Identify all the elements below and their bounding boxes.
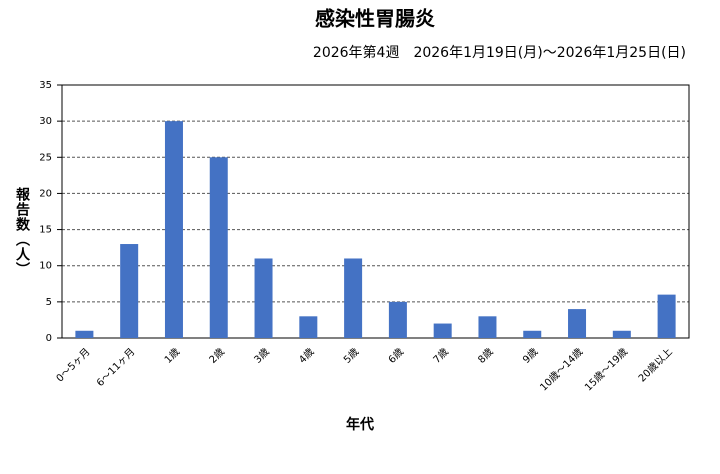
x-tick-label: 6～11ヶ月 <box>94 346 137 389</box>
bar <box>209 157 228 338</box>
bar <box>612 330 631 338</box>
y-tick-label: 15 <box>39 225 52 236</box>
x-tick-label: 6歳 <box>386 346 406 366</box>
chart-subtitle: 2026年第4週 2026年1月19日(月)～2026年1月25日(日) <box>313 44 686 61</box>
bar <box>254 258 273 338</box>
bar <box>120 244 139 338</box>
bar <box>657 294 676 338</box>
x-tick-label: 20歳以上 <box>636 346 675 385</box>
x-tick-label: 3歳 <box>252 346 272 366</box>
y-tick-label: 30 <box>39 116 52 127</box>
y-tick-label: 25 <box>39 152 52 163</box>
y-tick-label: 20 <box>39 188 52 199</box>
bar <box>164 121 183 339</box>
x-tick-label: 4歳 <box>296 346 316 366</box>
bar <box>523 330 542 338</box>
chart-title: 感染性胃腸炎 <box>315 7 435 31</box>
x-tick-label: 5歳 <box>341 346 361 366</box>
y-tick-label: 0 <box>46 333 52 344</box>
bar <box>299 316 318 338</box>
x-tick-label: 10歳～14歳 <box>538 346 586 394</box>
y-tick-label: 10 <box>39 261 52 272</box>
bar <box>568 309 587 338</box>
bar <box>344 258 363 338</box>
bar <box>75 330 94 338</box>
x-tick-label: 15歳～19歳 <box>582 346 630 394</box>
x-tick-label: 8歳 <box>476 346 496 366</box>
x-tick-label: 2歳 <box>207 346 227 366</box>
x-axis-label: 年代 <box>346 416 374 433</box>
x-tick-label: 7歳 <box>431 346 451 366</box>
x-tick-label: 9歳 <box>520 346 540 366</box>
bar <box>433 323 452 338</box>
y-tick-label: 5 <box>46 297 52 308</box>
bar <box>478 316 497 338</box>
bar <box>388 301 407 338</box>
y-axis-label: 報告数（人） <box>14 186 31 277</box>
x-tick-label: 1歳 <box>162 346 182 366</box>
y-tick-label: 35 <box>39 80 52 91</box>
x-tick-label: 0～5ヶ月 <box>54 346 93 385</box>
plot-frame <box>61 84 690 339</box>
